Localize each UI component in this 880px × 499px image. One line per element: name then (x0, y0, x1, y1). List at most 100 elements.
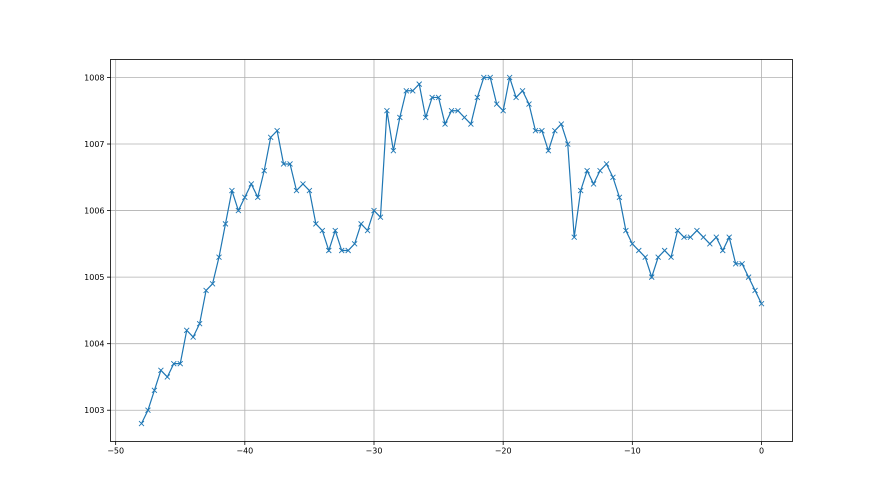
data-point-marker (300, 181, 306, 187)
data-point-marker (597, 167, 603, 174)
y-tick-label: 1008 (84, 73, 104, 82)
data-point-marker (332, 227, 339, 234)
data-point-marker (558, 121, 565, 127)
data-point-marker (235, 207, 242, 214)
data-point-marker (190, 334, 196, 340)
data-point-marker (513, 94, 519, 101)
data-point-marker (209, 280, 216, 287)
data-point-marker (306, 187, 313, 194)
data-point-marker (338, 247, 345, 254)
data-point-marker (642, 254, 649, 260)
grid (110, 59, 793, 442)
data-point-marker (384, 107, 390, 114)
data-point-marker (629, 241, 636, 247)
data-point-marker (461, 114, 468, 121)
data-point-marker (674, 227, 681, 234)
data-point-marker (448, 107, 455, 114)
data-point-marker (435, 94, 442, 101)
data-point-marker (196, 320, 203, 327)
data-point-marker (713, 234, 720, 241)
x-tick-label: 0 (759, 447, 764, 456)
data-point-marker (590, 181, 597, 187)
series-line (138, 74, 765, 427)
data-point-marker (564, 141, 571, 147)
data-point-marker (687, 234, 694, 241)
data-point-marker (655, 254, 661, 260)
y-tick-label: 1003 (84, 406, 104, 415)
data-point-marker (758, 300, 765, 307)
data-point-marker (739, 260, 745, 267)
data-point-marker (416, 81, 423, 87)
data-point-marker (519, 87, 526, 94)
x-tick-label: −30 (366, 447, 383, 456)
data-point-marker (500, 107, 506, 114)
x-tick-label: −20 (495, 447, 512, 456)
data-point-marker (158, 367, 164, 374)
data-point-marker (397, 114, 403, 121)
data-point-marker (287, 161, 293, 167)
plot-frame (110, 59, 793, 442)
y-tick-label: 1007 (84, 140, 104, 149)
data-point-marker (480, 74, 487, 81)
data-point-marker (267, 134, 274, 141)
data-point-marker (345, 247, 351, 254)
data-point-marker (248, 181, 255, 187)
data-point-marker (151, 387, 158, 394)
data-point-marker (409, 87, 416, 94)
data-point-marker (325, 247, 332, 254)
data-point-marker (170, 360, 177, 367)
data-point-marker (668, 254, 674, 260)
data-point-marker (145, 407, 151, 414)
data-point-marker (726, 234, 733, 241)
data-point-marker (403, 87, 410, 94)
data-point-marker (707, 241, 713, 247)
data-point-marker (552, 127, 558, 134)
x-tick-label: −10 (624, 447, 641, 456)
data-point-marker (584, 167, 590, 174)
data-point-marker (442, 121, 448, 127)
data-point-marker (648, 274, 655, 280)
data-point-marker (358, 221, 364, 227)
data-point-marker (351, 241, 358, 247)
data-point-marker (261, 167, 268, 174)
data-point-marker (603, 161, 610, 167)
series-polyline (140, 76, 763, 424)
data-point-marker (390, 147, 397, 154)
data-point-marker (661, 247, 668, 254)
data-point-marker (254, 194, 261, 201)
data-point-marker (577, 187, 584, 194)
data-point-marker (177, 360, 184, 367)
data-point-marker (694, 227, 700, 234)
data-point-marker (532, 127, 539, 134)
data-point-marker (222, 221, 229, 227)
data-point-marker (623, 227, 629, 234)
x-axis: −50 −40 −30 −20 −10 0 (107, 441, 764, 456)
y-tick-label: 1006 (84, 207, 104, 216)
data-point-marker (293, 187, 300, 194)
x-tick-label: −40 (236, 447, 253, 456)
data-point-marker (610, 174, 616, 181)
data-point-marker (571, 234, 578, 241)
data-point-marker (242, 194, 248, 201)
data-point-marker (539, 127, 545, 134)
y-axis: 1003 1004 1005 1006 1007 1008 (84, 73, 111, 415)
data-point-marker (429, 94, 435, 101)
data-point-marker (422, 114, 429, 121)
data-point-marker (377, 214, 384, 221)
data-point-marker (681, 234, 687, 241)
data-point-marker (752, 287, 758, 294)
data-point-marker (506, 74, 513, 81)
data-point-marker (474, 94, 481, 101)
data-point-marker (229, 187, 235, 194)
data-point-marker (616, 194, 623, 201)
data-point-marker (455, 107, 461, 114)
data-point-marker (183, 327, 190, 334)
data-point-marker (371, 207, 377, 214)
data-point-marker (280, 161, 287, 167)
data-point-marker (274, 127, 280, 134)
data-point-marker (164, 374, 171, 380)
data-point-marker (545, 147, 552, 154)
data-point-marker (493, 101, 500, 107)
data-point-marker (719, 247, 726, 254)
